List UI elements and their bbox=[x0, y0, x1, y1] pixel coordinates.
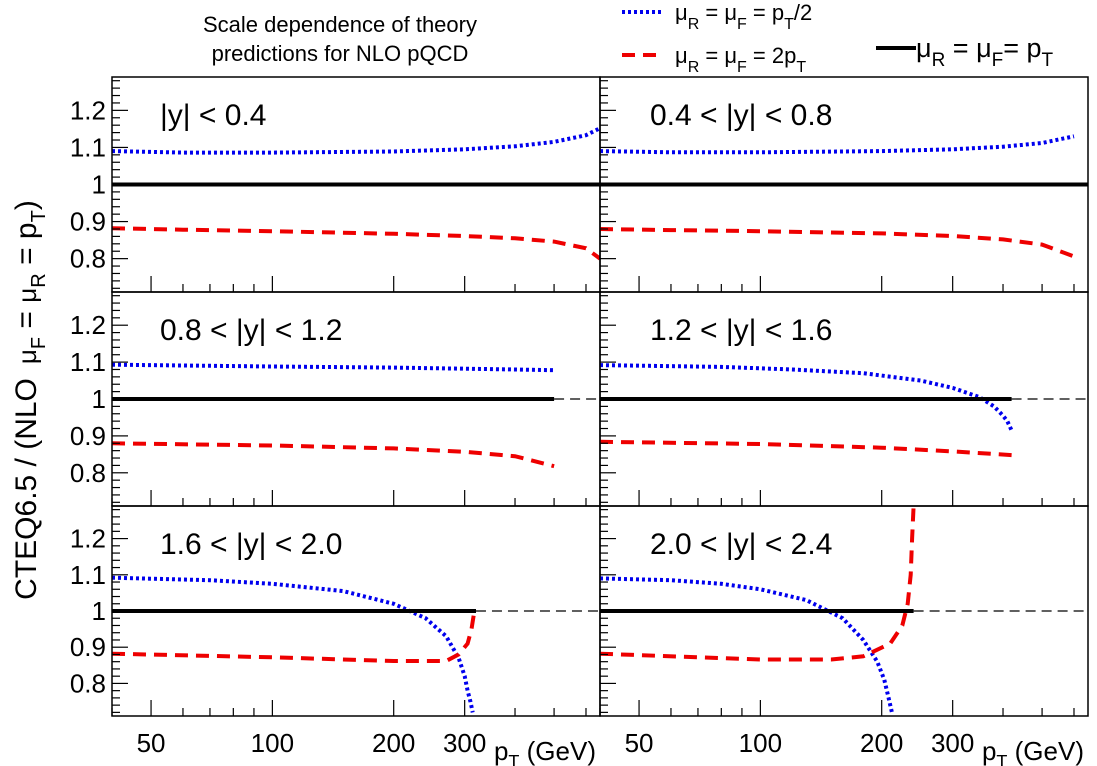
legend-label-dotted: μR = μF = pT/2 bbox=[675, 0, 812, 33]
panel-series bbox=[600, 506, 916, 713]
legend-label-part: μ bbox=[916, 33, 932, 63]
y-tick-label: 1 bbox=[92, 384, 106, 414]
panel-label: 0.8 < |y| < 1.2 bbox=[160, 314, 342, 347]
y-axis-label: CTEQ6.5 / (NLOμF = μR = pT) bbox=[10, 200, 50, 600]
y-tick-label: 1.1 bbox=[70, 132, 106, 162]
legend-label-part: T bbox=[1042, 50, 1054, 71]
y-tick-label: 1.2 bbox=[70, 95, 106, 125]
legend-label-dashed: μR = μF = 2pT bbox=[675, 43, 806, 76]
x-tick-label: 100 bbox=[251, 728, 294, 758]
y-tick-label: 0.8 bbox=[70, 668, 106, 698]
chart-title-line-1: Scale dependence of theory bbox=[203, 12, 477, 37]
x-tick-label: 50 bbox=[625, 728, 654, 758]
legend-label-part: F bbox=[992, 50, 1004, 71]
panel-label: 1.6 < |y| < 2.0 bbox=[160, 528, 342, 561]
legend-label-part: = μ bbox=[699, 0, 737, 25]
x-axis-label-unit: (GeV) bbox=[519, 736, 596, 766]
series-line-dotted bbox=[112, 126, 600, 155]
x-tick-label: 100 bbox=[739, 728, 782, 758]
series-line-dotted bbox=[600, 363, 1014, 432]
legend-label-part: μ bbox=[675, 0, 688, 25]
y-tick-label: 0.9 bbox=[70, 632, 106, 662]
legend-label-part: = p bbox=[1003, 33, 1041, 63]
x-tick-label: 200 bbox=[372, 728, 415, 758]
legend-label-part: F bbox=[737, 16, 747, 33]
legend-label-part: T bbox=[784, 16, 794, 33]
panel-5: 0.8 0.9 1 1.1 1.2 1.6 < |y| < 2.0 bbox=[70, 505, 601, 717]
x-axis-label-unit: (GeV) bbox=[1007, 736, 1084, 766]
series-line-dotted bbox=[112, 575, 475, 713]
series-line-dotted bbox=[600, 134, 1075, 155]
panel-series bbox=[600, 363, 1014, 458]
legend-label-part: R bbox=[688, 59, 700, 76]
y-tick-label: 1.2 bbox=[70, 310, 106, 340]
y-tick-label: 1 bbox=[92, 170, 106, 200]
panel-1: 0.8 0.9 1 1.1 1.2 |y| < 0.4 bbox=[70, 76, 601, 293]
legend-label-part: /2 bbox=[794, 0, 812, 25]
y-tick-label: 1.1 bbox=[70, 560, 106, 590]
series-line-dotted bbox=[600, 576, 894, 713]
legend-label-solid: μR = μF= pT bbox=[916, 33, 1054, 71]
x-axis-label: pT (GeV) bbox=[494, 736, 596, 766]
legend-label-part: F bbox=[737, 59, 747, 76]
y-tick-label: 0.9 bbox=[70, 421, 106, 451]
x-axis-labels: 50 100 200 300 pT (GeV) 50 100 200 300 pT (GeV) bbox=[137, 728, 1084, 766]
y-tick-label: 1.1 bbox=[70, 347, 106, 377]
panel-series bbox=[112, 575, 476, 713]
series-line-dashed bbox=[600, 439, 1012, 458]
panel-4: 1.2 < |y| < 1.6 bbox=[599, 291, 1089, 507]
panel-series bbox=[112, 362, 555, 469]
y-tick-label: 0.8 bbox=[70, 244, 106, 274]
x-axis-label-p: p bbox=[494, 736, 508, 766]
legend-label-part: R bbox=[932, 50, 946, 71]
panel-series bbox=[112, 126, 600, 261]
legend-label-part: μ bbox=[675, 43, 688, 68]
x-tick-label: 200 bbox=[860, 728, 903, 758]
y-tick-label: 0.9 bbox=[70, 207, 106, 237]
x-axis-label-sub: T bbox=[996, 752, 1007, 766]
series-line-dashed bbox=[112, 441, 555, 469]
x-tick-label: 300 bbox=[931, 728, 974, 758]
y-tick-label: 0.8 bbox=[70, 458, 106, 488]
legend-label-part: = μ bbox=[699, 43, 737, 68]
x-axis-label-sub: T bbox=[508, 752, 519, 766]
legend-label-part: = μ bbox=[945, 33, 991, 63]
legend-label-part: = 2p bbox=[747, 43, 797, 68]
panel-3: 0.8 0.9 1 1.1 1.2 0.8 < |y| < 1.2 bbox=[70, 291, 601, 507]
legend-label-part: = p bbox=[747, 0, 784, 25]
legend-label-part: R bbox=[688, 16, 700, 33]
panel-label: 0.4 < |y| < 0.8 bbox=[650, 99, 832, 132]
series-line-dashed bbox=[112, 614, 476, 663]
chart-title: Scale dependence of theory predictions f… bbox=[203, 12, 477, 66]
x-axis-label: pT (GeV) bbox=[982, 736, 1084, 766]
y-tick-label: 1.2 bbox=[70, 524, 106, 554]
panel-label: 2.0 < |y| < 2.4 bbox=[650, 528, 832, 561]
series-line-dotted bbox=[112, 362, 555, 373]
series-line-dashed bbox=[600, 506, 916, 662]
x-axis-label-p: p bbox=[982, 736, 996, 766]
panels: 0.8 0.9 1 1.1 1.2 |y| < 0.4 0.4 < |y| < 0.8 0.8… bbox=[70, 76, 1089, 717]
series-line-dashed bbox=[112, 226, 600, 261]
legend-label-part: T bbox=[796, 59, 806, 76]
panel-label: |y| < 0.4 bbox=[160, 99, 266, 132]
panel-series bbox=[600, 134, 1088, 259]
y-tick-label: 1 bbox=[92, 596, 106, 626]
panel-2: 0.4 < |y| < 0.8 bbox=[599, 76, 1089, 293]
x-tick-label: 50 bbox=[137, 728, 166, 758]
chart-title-line-2: predictions for NLO pQCD bbox=[212, 41, 469, 66]
x-tick-label: 300 bbox=[443, 728, 486, 758]
panel-6: 2.0 < |y| < 2.4 bbox=[599, 505, 1089, 717]
series-line-dashed bbox=[600, 227, 1075, 259]
panel-label: 1.2 < |y| < 1.6 bbox=[650, 314, 832, 347]
